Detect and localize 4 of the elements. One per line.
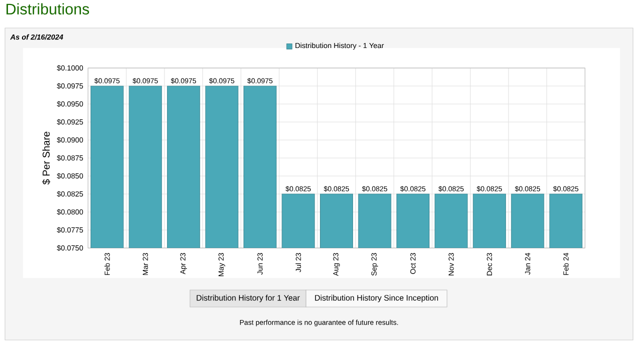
text: Distribution History Since Inception xyxy=(315,294,438,302)
text: Distribution History for 1 Year xyxy=(196,294,300,302)
chart-title: Distributions xyxy=(6,3,90,15)
y-axis-title: $ Per Share xyxy=(42,132,50,185)
